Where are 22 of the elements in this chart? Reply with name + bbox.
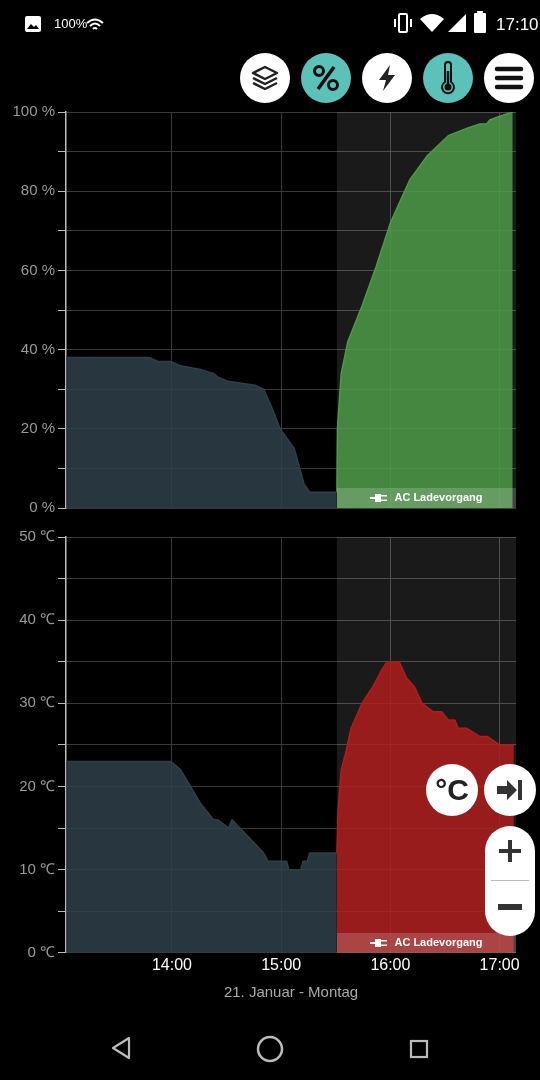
- y-tick-label: 0 %: [29, 498, 55, 516]
- y-tick-label: 20 ℃: [19, 776, 55, 794]
- x-axis-title: 21. Januar - Montag: [223, 983, 359, 1001]
- y-tick-label: 40 %: [20, 339, 55, 357]
- annotation: °C: [435, 773, 469, 807]
- y-tick-label: 100 %: [12, 102, 55, 120]
- band-label: AC Ladevorgang: [394, 491, 483, 504]
- text: 100%: [54, 16, 88, 31]
- y-tick-label: 60 %: [20, 260, 55, 278]
- y-tick-label: 30 ℃: [19, 693, 55, 711]
- y-tick-label: 20 %: [20, 418, 55, 436]
- x-tick-label: 16:00: [370, 955, 411, 973]
- band-label: AC Ladevorgang: [394, 935, 483, 948]
- y-tick-label: 40 ℃: [19, 610, 55, 628]
- x-tick-label: 14:00: [151, 955, 193, 973]
- text: 17:10: [496, 15, 539, 35]
- y-tick-label: 50 ℃: [19, 527, 55, 545]
- y-tick-label: 10 ℃: [19, 859, 55, 877]
- y-tick-label: 0 ℃: [27, 942, 55, 960]
- x-tick-label: 15:00: [261, 955, 302, 973]
- y-tick-label: 80 %: [20, 181, 55, 199]
- x-tick-label: 17:00: [479, 955, 520, 973]
